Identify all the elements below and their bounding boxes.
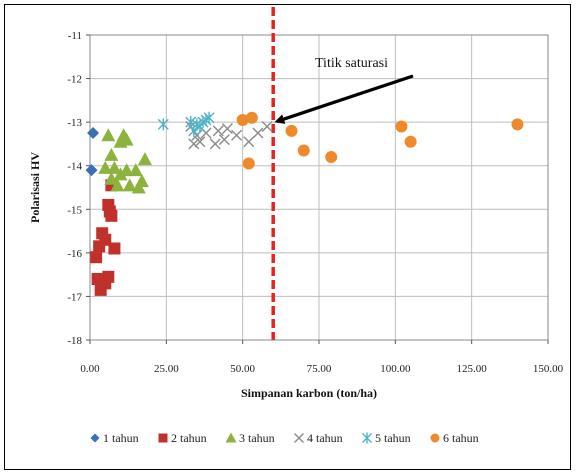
data-point [218,134,230,146]
data-point [93,240,106,253]
legend-item: 2 tahun [158,431,207,445]
data-point [113,134,128,148]
data-point [122,178,137,192]
data-point [94,283,107,296]
data-point [101,128,116,142]
annotation-group: Titik saturasi [274,56,414,124]
annotation-label: Titik saturasi [315,56,388,71]
legend-label: 5 tahun [375,431,411,445]
y-tick-label: -16 [67,248,82,260]
data-point [209,138,221,150]
data-point [105,209,118,222]
legend-item: 1 tahun [90,431,139,445]
data-point [194,120,206,133]
legend-item: 3 tahun [225,431,275,445]
series-1 [85,127,100,177]
series-5 [157,111,215,137]
data-point [102,270,115,283]
data-point [108,242,121,255]
legend-marker [90,433,100,443]
legend-marker [362,432,372,444]
data-point [212,125,224,137]
series-3 [98,128,152,194]
legend: 1 tahun 2 tahun 3 tahun 4 tahun 5 tahun 6 tah… [90,431,479,445]
data-point [87,127,100,140]
legend-marker [294,433,304,443]
series-4 [185,121,273,150]
data-point [110,178,125,192]
data-point [157,118,169,131]
legend-item: 6 tahun [430,431,479,445]
series-2 [90,179,121,296]
x-tick-label: 50.00 [230,363,255,375]
data-point [245,111,258,124]
annotation-arrow [274,74,414,124]
data-point [113,167,128,181]
data-point [511,118,524,131]
y-tick-label: -11 [68,30,82,42]
data-point [231,129,243,141]
data-point [395,120,408,133]
legend-marker [158,433,168,443]
legend-marker [225,432,237,443]
x-tick-label: 150.00 [533,363,564,375]
grid-lines [89,34,549,341]
legend-label: 6 tahun [443,431,479,445]
legend-label: 3 tahun [239,431,275,445]
legend-item: 5 tahun [362,431,411,445]
data-point [104,171,119,185]
data-point [137,152,152,166]
data-point [85,164,98,177]
y-tick-label: -18 [67,335,82,347]
x-tick-label: 75.00 [307,363,332,375]
y-tick-label: -12 [67,74,82,86]
data-point [243,136,255,148]
y-axis-ticks: -11 -12 -13 -14 -15 -16 -17 -18 [67,30,90,347]
x-tick-label: 25.00 [154,363,179,375]
y-axis-title: Polarisasi HV [28,152,42,223]
data-points [85,111,524,296]
legend-item: 4 tahun [294,431,343,445]
chart-frame: -11 -12 -13 -14 -15 -16 -17 -18 0.00 25.00 50.00 7… [4,4,571,470]
data-point [261,121,273,132]
x-axis-title: Simpanan karbon (ton/ha) [241,386,377,400]
data-point [203,111,215,124]
y-tick-label: -17 [67,291,82,303]
scatter-chart: -11 -12 -13 -14 -15 -16 -17 -18 0.00 25.00 50.00 7… [28,7,564,445]
legend-label: 4 tahun [307,431,343,445]
data-point [242,157,255,170]
x-tick-label: 125.00 [457,363,488,375]
legend-label: 2 tahun [171,431,207,445]
data-point [285,124,298,137]
data-point [252,127,264,139]
data-point [194,136,206,148]
data-point [325,151,338,163]
data-point [221,123,233,135]
series-6 [236,111,524,170]
data-point [90,251,103,264]
legend-marker [430,433,440,443]
data-point [131,180,146,194]
y-tick-label: -15 [67,204,82,216]
x-tick-label: 0.00 [80,363,100,375]
data-point [107,160,122,174]
x-tick-label: 100.00 [380,363,411,375]
y-tick-label: -14 [67,161,82,173]
data-point [188,124,200,137]
x-axis-ticks: 0.00 25.00 50.00 75.00 100.00 125.00 150.00 [80,340,564,375]
data-point [404,135,417,148]
data-point [104,147,119,161]
data-point [236,113,249,126]
data-point [188,138,200,150]
y-tick-label: -13 [67,117,82,129]
data-point [297,144,310,157]
legend-label: 1 tahun [103,431,139,445]
data-point [128,163,143,177]
data-point [98,160,113,174]
